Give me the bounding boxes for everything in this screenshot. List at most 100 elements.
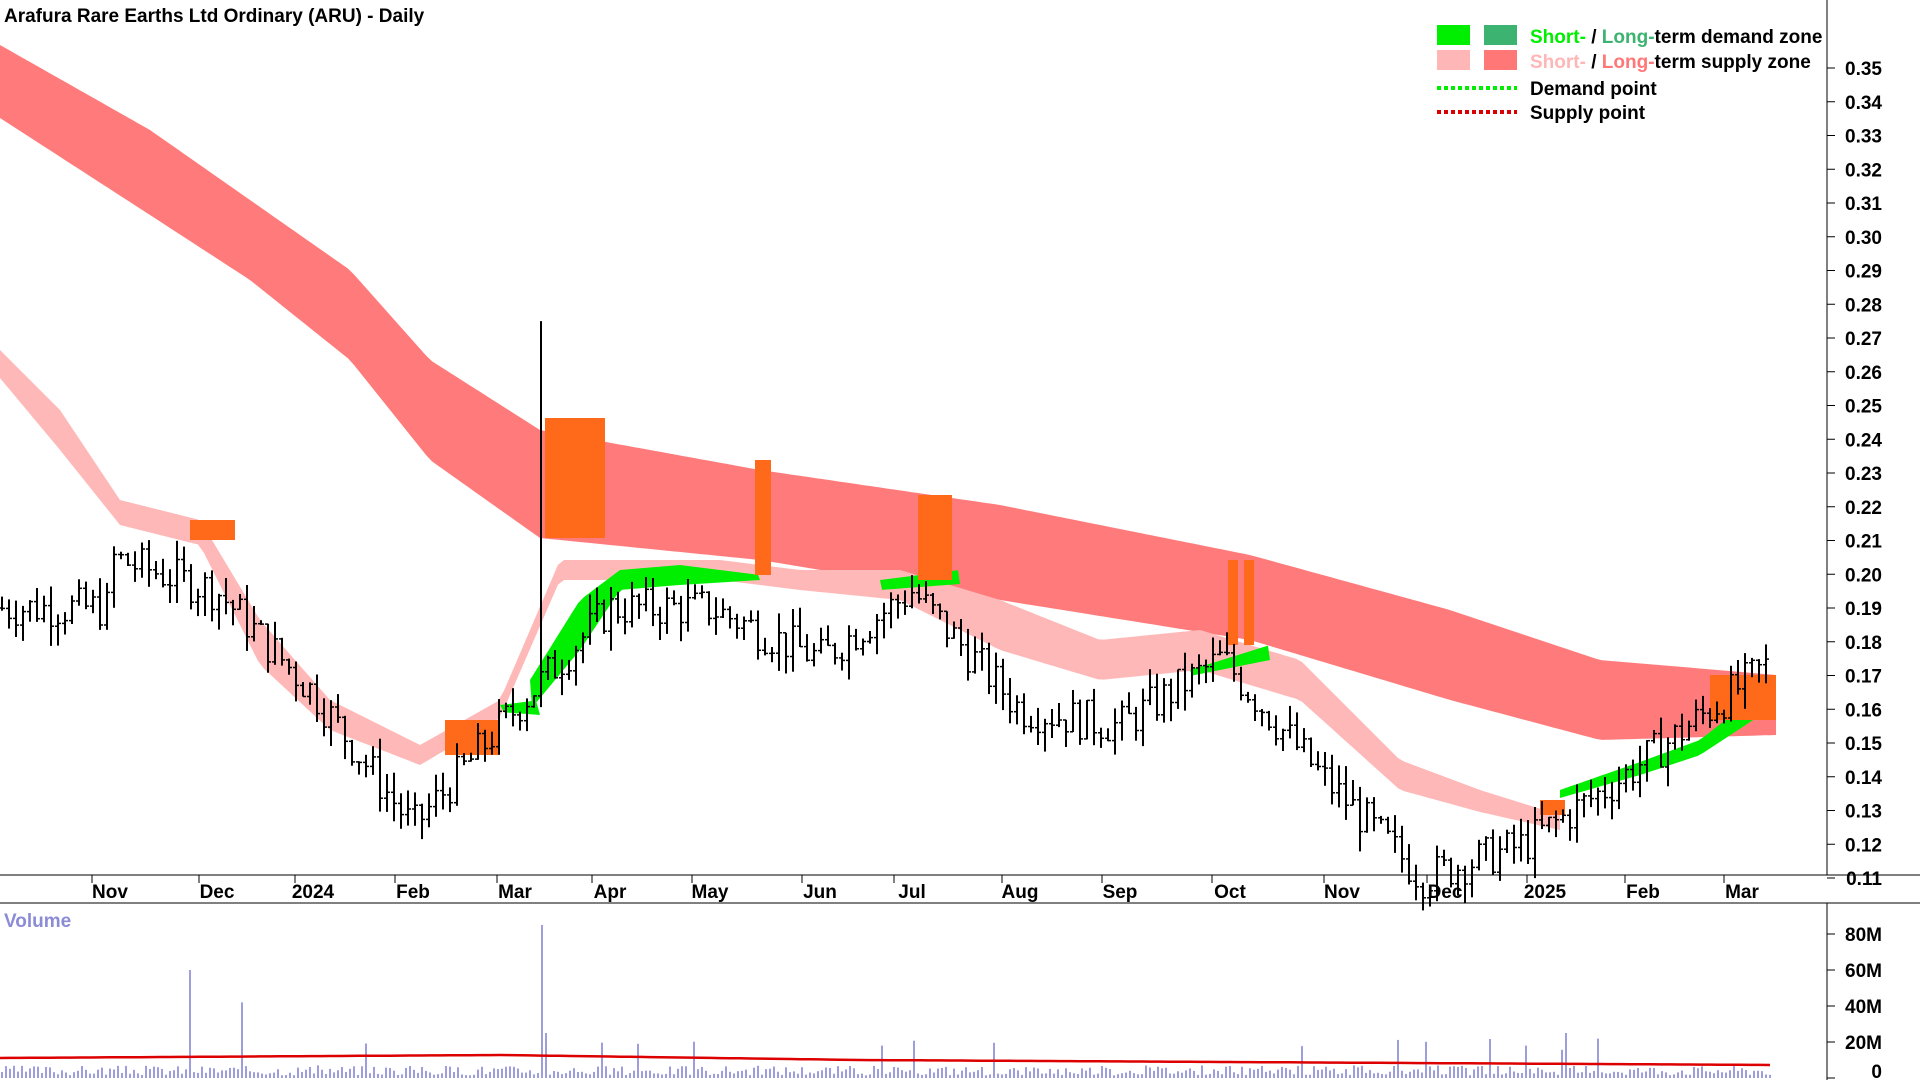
candle bbox=[146, 540, 152, 587]
candle bbox=[1294, 712, 1300, 751]
demand-zone-4 bbox=[1190, 645, 1270, 676]
time-tick-label: Nov bbox=[1324, 882, 1360, 903]
candle bbox=[1273, 715, 1279, 746]
price-tick-label: 0.21 bbox=[1845, 532, 1882, 553]
candle bbox=[1434, 845, 1440, 902]
time-tick-label: Apr bbox=[594, 882, 627, 903]
candle bbox=[244, 585, 250, 651]
price-tick-label: 0.28 bbox=[1845, 295, 1882, 316]
overlap-zone-dec bbox=[190, 520, 235, 540]
candle bbox=[524, 698, 530, 732]
time-tick-label: Dec bbox=[1428, 882, 1463, 903]
price-tick-label: 0.31 bbox=[1845, 194, 1882, 215]
candle bbox=[363, 754, 369, 778]
candle bbox=[20, 605, 26, 641]
candle bbox=[237, 594, 243, 611]
candle bbox=[790, 609, 796, 672]
candle bbox=[1133, 706, 1139, 741]
time-tick-label: Oct bbox=[1214, 882, 1246, 903]
candle bbox=[1413, 864, 1419, 901]
time-tick-label: Nov bbox=[92, 882, 128, 903]
price-axis: 0.35 0.34 0.33 0.32 0.31 0.30 0.29 0.28 0.27 0.26… bbox=[1827, 59, 1882, 890]
candle bbox=[1322, 752, 1328, 786]
time-tick-label: 2024 bbox=[292, 882, 335, 903]
candle bbox=[482, 729, 488, 762]
candle bbox=[1588, 779, 1594, 808]
legend-zone-label: Short- / Long-term demand zone bbox=[1530, 27, 1822, 48]
legend-point-label: Demand point bbox=[1530, 79, 1657, 100]
candle bbox=[762, 637, 768, 656]
candle bbox=[839, 652, 845, 671]
candle bbox=[552, 650, 558, 679]
candle bbox=[608, 587, 614, 651]
candle bbox=[321, 698, 327, 737]
time-tick-label: May bbox=[692, 882, 729, 903]
candle bbox=[804, 634, 810, 662]
legend-point-label: Supply point bbox=[1530, 103, 1646, 124]
candle bbox=[1518, 818, 1524, 862]
candle bbox=[1028, 715, 1034, 733]
candle bbox=[1490, 829, 1496, 875]
candle bbox=[1315, 751, 1321, 771]
candle bbox=[1686, 720, 1692, 741]
volume-bars bbox=[0, 925, 1771, 1078]
candle bbox=[447, 787, 453, 813]
candle bbox=[461, 753, 467, 766]
price-tick-label: 0.34 bbox=[1845, 93, 1882, 114]
price-tick-label: 0.22 bbox=[1845, 498, 1882, 519]
candle bbox=[1252, 694, 1258, 721]
candle bbox=[41, 595, 47, 623]
candle bbox=[377, 738, 383, 812]
candle bbox=[13, 600, 19, 637]
candle bbox=[713, 597, 719, 635]
price-tick-label: 0.13 bbox=[1845, 802, 1882, 823]
volume-moving-average bbox=[0, 1053, 1771, 1067]
volume-tick-label: 0 bbox=[1871, 1062, 1882, 1080]
candles bbox=[0, 321, 1769, 911]
candle bbox=[328, 700, 334, 746]
candle bbox=[776, 613, 782, 671]
time-tick-label: Aug bbox=[1002, 882, 1039, 903]
candle bbox=[139, 542, 145, 578]
candle bbox=[734, 613, 740, 639]
candle bbox=[1462, 865, 1468, 904]
candle bbox=[55, 614, 61, 646]
time-axis: Nov Dec 2024 Feb Mar Apr May Jun Jul Aug Sep Oct Nov… bbox=[91, 875, 1759, 903]
candle bbox=[1672, 724, 1678, 750]
candle bbox=[496, 699, 502, 755]
candle bbox=[986, 642, 992, 695]
candle bbox=[1021, 693, 1027, 735]
candle bbox=[1581, 793, 1587, 818]
volume-tick-label: 60M bbox=[1845, 961, 1882, 982]
candle bbox=[286, 658, 292, 675]
price-tick-label: 0.23 bbox=[1845, 464, 1882, 485]
candle bbox=[1308, 737, 1314, 767]
candle bbox=[1399, 825, 1405, 873]
candle bbox=[1483, 836, 1489, 861]
candle bbox=[489, 731, 495, 755]
candle bbox=[972, 636, 978, 674]
candle bbox=[174, 540, 180, 603]
candle bbox=[573, 645, 579, 686]
candle bbox=[454, 743, 460, 806]
candle bbox=[314, 674, 320, 722]
candle bbox=[1700, 695, 1706, 725]
candle bbox=[1364, 797, 1370, 833]
candle bbox=[853, 628, 859, 651]
candle bbox=[1245, 691, 1251, 703]
candle bbox=[678, 595, 684, 642]
time-tick-label: Mar bbox=[498, 882, 532, 903]
candle bbox=[1735, 660, 1741, 695]
candle bbox=[993, 652, 999, 704]
candle bbox=[594, 587, 600, 622]
candle bbox=[412, 792, 418, 826]
price-tick-label: 0.26 bbox=[1845, 363, 1882, 384]
price-tick-label: 0.12 bbox=[1845, 835, 1882, 856]
candle bbox=[1112, 708, 1118, 755]
volume-tick-label: 80M bbox=[1845, 925, 1882, 946]
candle bbox=[832, 642, 838, 665]
candle bbox=[1084, 699, 1090, 740]
candle bbox=[622, 598, 628, 635]
time-tick-label: Mar bbox=[1725, 882, 1759, 903]
